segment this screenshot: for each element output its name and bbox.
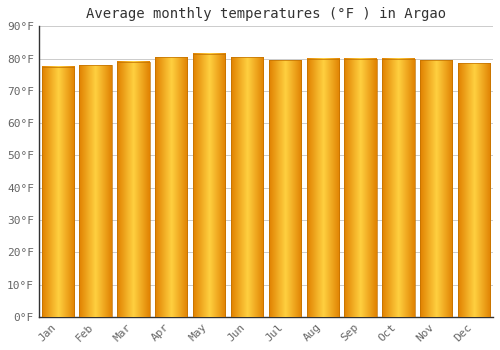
Bar — [231, 57, 263, 317]
Bar — [269, 60, 301, 317]
Bar — [42, 66, 74, 317]
Bar — [420, 60, 452, 317]
Bar — [80, 65, 112, 317]
Bar — [306, 58, 339, 317]
Title: Average monthly temperatures (°F ) in Argao: Average monthly temperatures (°F ) in Ar… — [86, 7, 446, 21]
Bar — [155, 57, 188, 317]
Bar — [344, 58, 376, 317]
Bar — [193, 54, 225, 317]
Bar — [382, 58, 414, 317]
Bar — [458, 63, 490, 317]
Bar — [118, 62, 150, 317]
